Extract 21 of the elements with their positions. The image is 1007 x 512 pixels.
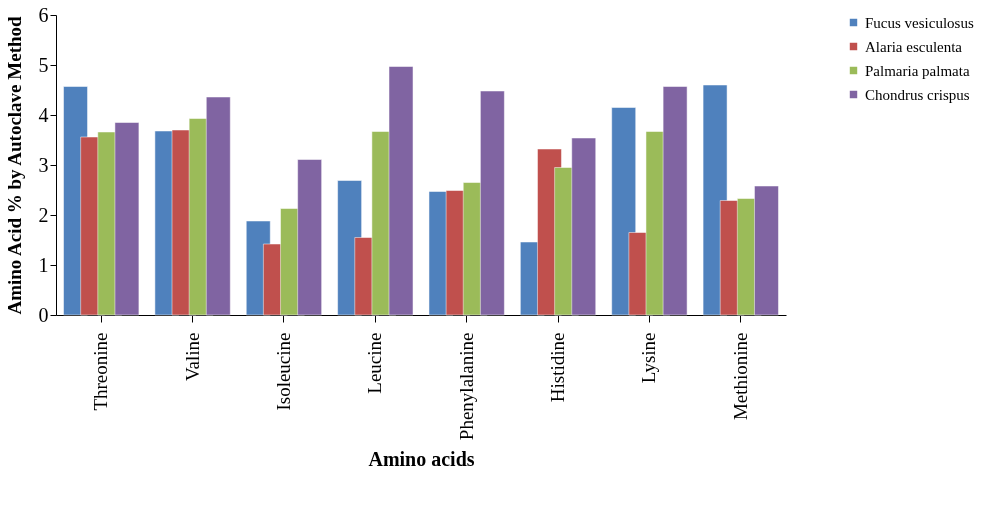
y-tick-label: 5: [38, 53, 49, 76]
legend-label: Alaria esculenta: [865, 38, 963, 55]
y-tick-label: 0: [38, 303, 49, 326]
legend-label: Fucus vesiculosus: [865, 14, 974, 31]
x-axis-title: Amino acids: [368, 448, 475, 471]
x-tick-label: Leucine: [364, 332, 386, 394]
x-tick-label: Isoleucine: [272, 332, 294, 411]
y-tick-label: 2: [38, 203, 49, 226]
y-tick-label: 3: [38, 153, 49, 176]
x-tick-label: Phenylalanine: [455, 332, 477, 441]
y-axis-title: Amino Acid % by Autoclave Method: [3, 15, 25, 315]
y-tick-label: 6: [38, 3, 49, 26]
y-tick-label: 4: [38, 103, 49, 126]
x-tick-label: Valine: [181, 332, 203, 382]
legend-label: Chondrus crispus: [865, 86, 970, 103]
x-tick-label: Methionine: [729, 332, 751, 421]
legend-label: Palmaria palmata: [865, 62, 970, 79]
y-tick-label: 1: [38, 253, 49, 276]
x-tick-label: Lysine: [638, 332, 660, 384]
x-tick-label: Threonine: [90, 332, 112, 411]
x-tick-label: Histidine: [547, 332, 569, 403]
